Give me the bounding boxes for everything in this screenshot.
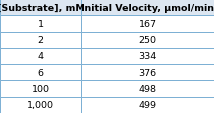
Bar bbox=[0, 16, 81, 32]
Text: 499: 499 bbox=[139, 100, 157, 109]
Text: 6: 6 bbox=[38, 68, 44, 77]
Bar bbox=[0, 0, 81, 16]
Bar bbox=[0, 65, 81, 81]
Bar bbox=[81, 65, 214, 81]
Text: 376: 376 bbox=[139, 68, 157, 77]
Bar bbox=[81, 32, 214, 48]
Text: 100: 100 bbox=[32, 84, 50, 93]
Bar bbox=[81, 0, 214, 16]
Text: [Substrate], mM: [Substrate], mM bbox=[0, 4, 85, 13]
Bar bbox=[0, 32, 81, 48]
Bar bbox=[81, 81, 214, 97]
Bar bbox=[0, 97, 81, 113]
Bar bbox=[0, 81, 81, 97]
Text: 4: 4 bbox=[38, 52, 44, 61]
Text: 167: 167 bbox=[139, 20, 157, 29]
Bar bbox=[81, 97, 214, 113]
Bar bbox=[81, 48, 214, 65]
Text: 250: 250 bbox=[139, 36, 157, 45]
Text: 334: 334 bbox=[138, 52, 157, 61]
Text: 1,000: 1,000 bbox=[27, 100, 54, 109]
Text: 2: 2 bbox=[38, 36, 44, 45]
Text: 498: 498 bbox=[139, 84, 157, 93]
Bar bbox=[81, 16, 214, 32]
Text: Initial Velocity, μmol/min: Initial Velocity, μmol/min bbox=[81, 4, 214, 13]
Bar bbox=[0, 48, 81, 65]
Text: 1: 1 bbox=[38, 20, 44, 29]
